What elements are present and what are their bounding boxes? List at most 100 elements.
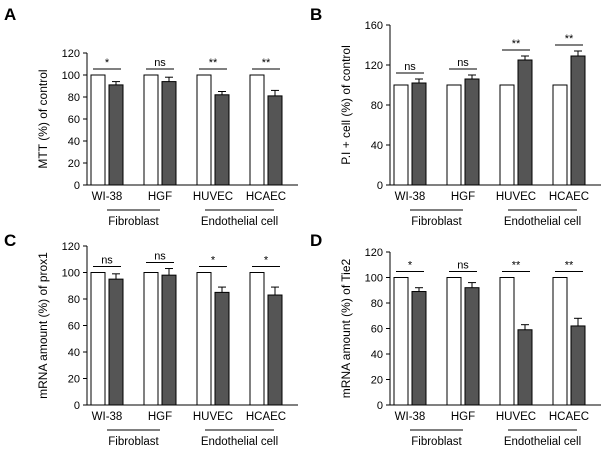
y-axis-title: mRNA amount (%) of prox1 xyxy=(36,252,50,399)
significance-label: * xyxy=(264,255,269,267)
significance-label: ** xyxy=(262,57,271,69)
bar-control-hgf xyxy=(143,272,159,406)
significance-label: * xyxy=(408,260,413,272)
y-tick-label: 0 xyxy=(377,180,383,192)
bar-control-huvec xyxy=(196,74,212,186)
significance-label: ns xyxy=(101,255,113,267)
bar-control-huvec xyxy=(499,84,515,186)
y-tick-label: 20 xyxy=(371,375,383,387)
bar-control-huvec xyxy=(499,277,515,406)
bar-treated-wi-38 xyxy=(411,291,427,406)
y-tick-label: 20 xyxy=(68,158,80,170)
bar-treated-wi-38 xyxy=(108,84,124,186)
bar-treated-hgf xyxy=(161,81,177,186)
y-tick-label: 100 xyxy=(365,273,383,285)
group-label-fibroblast: Fibroblast xyxy=(411,436,462,448)
group-label-endothelial: Endothelial cell xyxy=(504,436,581,448)
bar-treated-hcaec xyxy=(570,325,586,406)
panel-letter: B xyxy=(310,5,322,24)
bar-treated-huvec xyxy=(517,329,533,406)
y-tick-label: 120 xyxy=(62,241,80,253)
significance-label: * xyxy=(105,57,110,69)
significance-label: ns xyxy=(154,251,166,263)
bar-treated-wi-38 xyxy=(108,278,124,406)
y-tick-label: 120 xyxy=(365,247,383,259)
category-label: HGF xyxy=(148,191,172,203)
category-label: HCAEC xyxy=(549,191,589,203)
y-tick-label: 120 xyxy=(365,60,383,72)
category-label: HCAEC xyxy=(549,411,589,423)
y-tick-label: 80 xyxy=(371,100,383,112)
y-tick-label: 0 xyxy=(74,400,80,412)
y-tick-label: 100 xyxy=(62,70,80,82)
category-label: HUVEC xyxy=(496,191,536,203)
bar-treated-hcaec xyxy=(267,294,283,406)
y-axis-title: P.I + cell (%) of control xyxy=(339,45,353,165)
bar-treated-huvec xyxy=(214,94,230,186)
significance-label: ns xyxy=(457,260,469,272)
bar-control-hgf xyxy=(446,84,462,186)
y-tick-label: 40 xyxy=(68,136,80,148)
chart-panel-d: D 0 20 40 60 80 100 120 mRNA amount (%) of Tie2 *… xyxy=(310,231,601,448)
group-label-fibroblast: Fibroblast xyxy=(108,216,159,228)
bar-control-hgf xyxy=(143,74,159,186)
bar-treated-huvec xyxy=(517,59,533,186)
bar-control-wi-38 xyxy=(90,74,106,186)
y-tick-label: 80 xyxy=(68,294,80,306)
group-label-endothelial: Endothelial cell xyxy=(504,216,581,228)
bar-control-wi-38 xyxy=(90,272,106,406)
bar-treated-wi-38 xyxy=(411,82,427,186)
chart-panel-a: A 0 20 40 60 80 100 120 MTT (%) of control * WI-38… xyxy=(4,5,298,228)
category-label: HCAEC xyxy=(246,191,286,203)
category-label: HUVEC xyxy=(193,191,233,203)
y-tick-label: 60 xyxy=(68,321,80,333)
bar-treated-hgf xyxy=(464,287,480,406)
category-label: HUVEC xyxy=(496,411,536,423)
y-tick-label: 160 xyxy=(365,20,383,32)
y-tick-label: 60 xyxy=(371,324,383,336)
significance-label: ** xyxy=(209,57,218,69)
y-tick-label: 0 xyxy=(377,400,383,412)
category-label: HUVEC xyxy=(193,411,233,423)
group-label-fibroblast: Fibroblast xyxy=(411,216,462,228)
y-axis-title: mRNA amount (%) of Tie2 xyxy=(339,258,353,398)
bar-treated-hgf xyxy=(161,274,177,406)
significance-label: ** xyxy=(512,260,521,272)
y-tick-label: 20 xyxy=(68,374,80,386)
bar-control-huvec xyxy=(196,272,212,406)
significance-label: ** xyxy=(512,38,521,50)
significance-label: ns xyxy=(404,61,416,73)
bar-treated-hcaec xyxy=(267,95,283,186)
panel-letter: A xyxy=(4,5,16,24)
group-label-endothelial: Endothelial cell xyxy=(201,436,278,448)
category-label: WI-38 xyxy=(395,411,426,423)
y-tick-label: 100 xyxy=(62,268,80,280)
category-label: WI-38 xyxy=(92,411,123,423)
category-label: WI-38 xyxy=(395,191,426,203)
bar-control-hcaec xyxy=(249,74,265,186)
bar-control-hcaec xyxy=(552,84,568,186)
category-label: WI-38 xyxy=(92,191,123,203)
y-tick-label: 60 xyxy=(68,114,80,126)
bar-treated-hcaec xyxy=(570,55,586,186)
panel-letter: D xyxy=(310,231,322,250)
bar-control-wi-38 xyxy=(393,277,409,406)
group-label-fibroblast: Fibroblast xyxy=(108,436,159,448)
category-label: HGF xyxy=(451,411,475,423)
chart-panel-c: C 0 20 40 60 80 100 120 mRNA amount (%) of prox1… xyxy=(4,231,298,448)
y-tick-label: 80 xyxy=(371,298,383,310)
y-tick-label: 40 xyxy=(371,349,383,361)
bar-control-wi-38 xyxy=(393,84,409,186)
significance-label: * xyxy=(211,255,216,267)
y-tick-label: 80 xyxy=(68,92,80,104)
y-tick-label: 40 xyxy=(371,140,383,152)
bar-control-hcaec xyxy=(552,277,568,406)
chart-panel-b: B 0 40 80 120 160 P.I + cell (%) of control ns W… xyxy=(310,5,601,228)
bar-treated-hgf xyxy=(464,78,480,186)
category-label: HGF xyxy=(148,411,172,423)
bar-control-hgf xyxy=(446,277,462,406)
y-axis-title: MTT (%) of control xyxy=(36,69,50,168)
significance-label: ** xyxy=(565,33,574,45)
y-tick-label: 0 xyxy=(74,180,80,192)
